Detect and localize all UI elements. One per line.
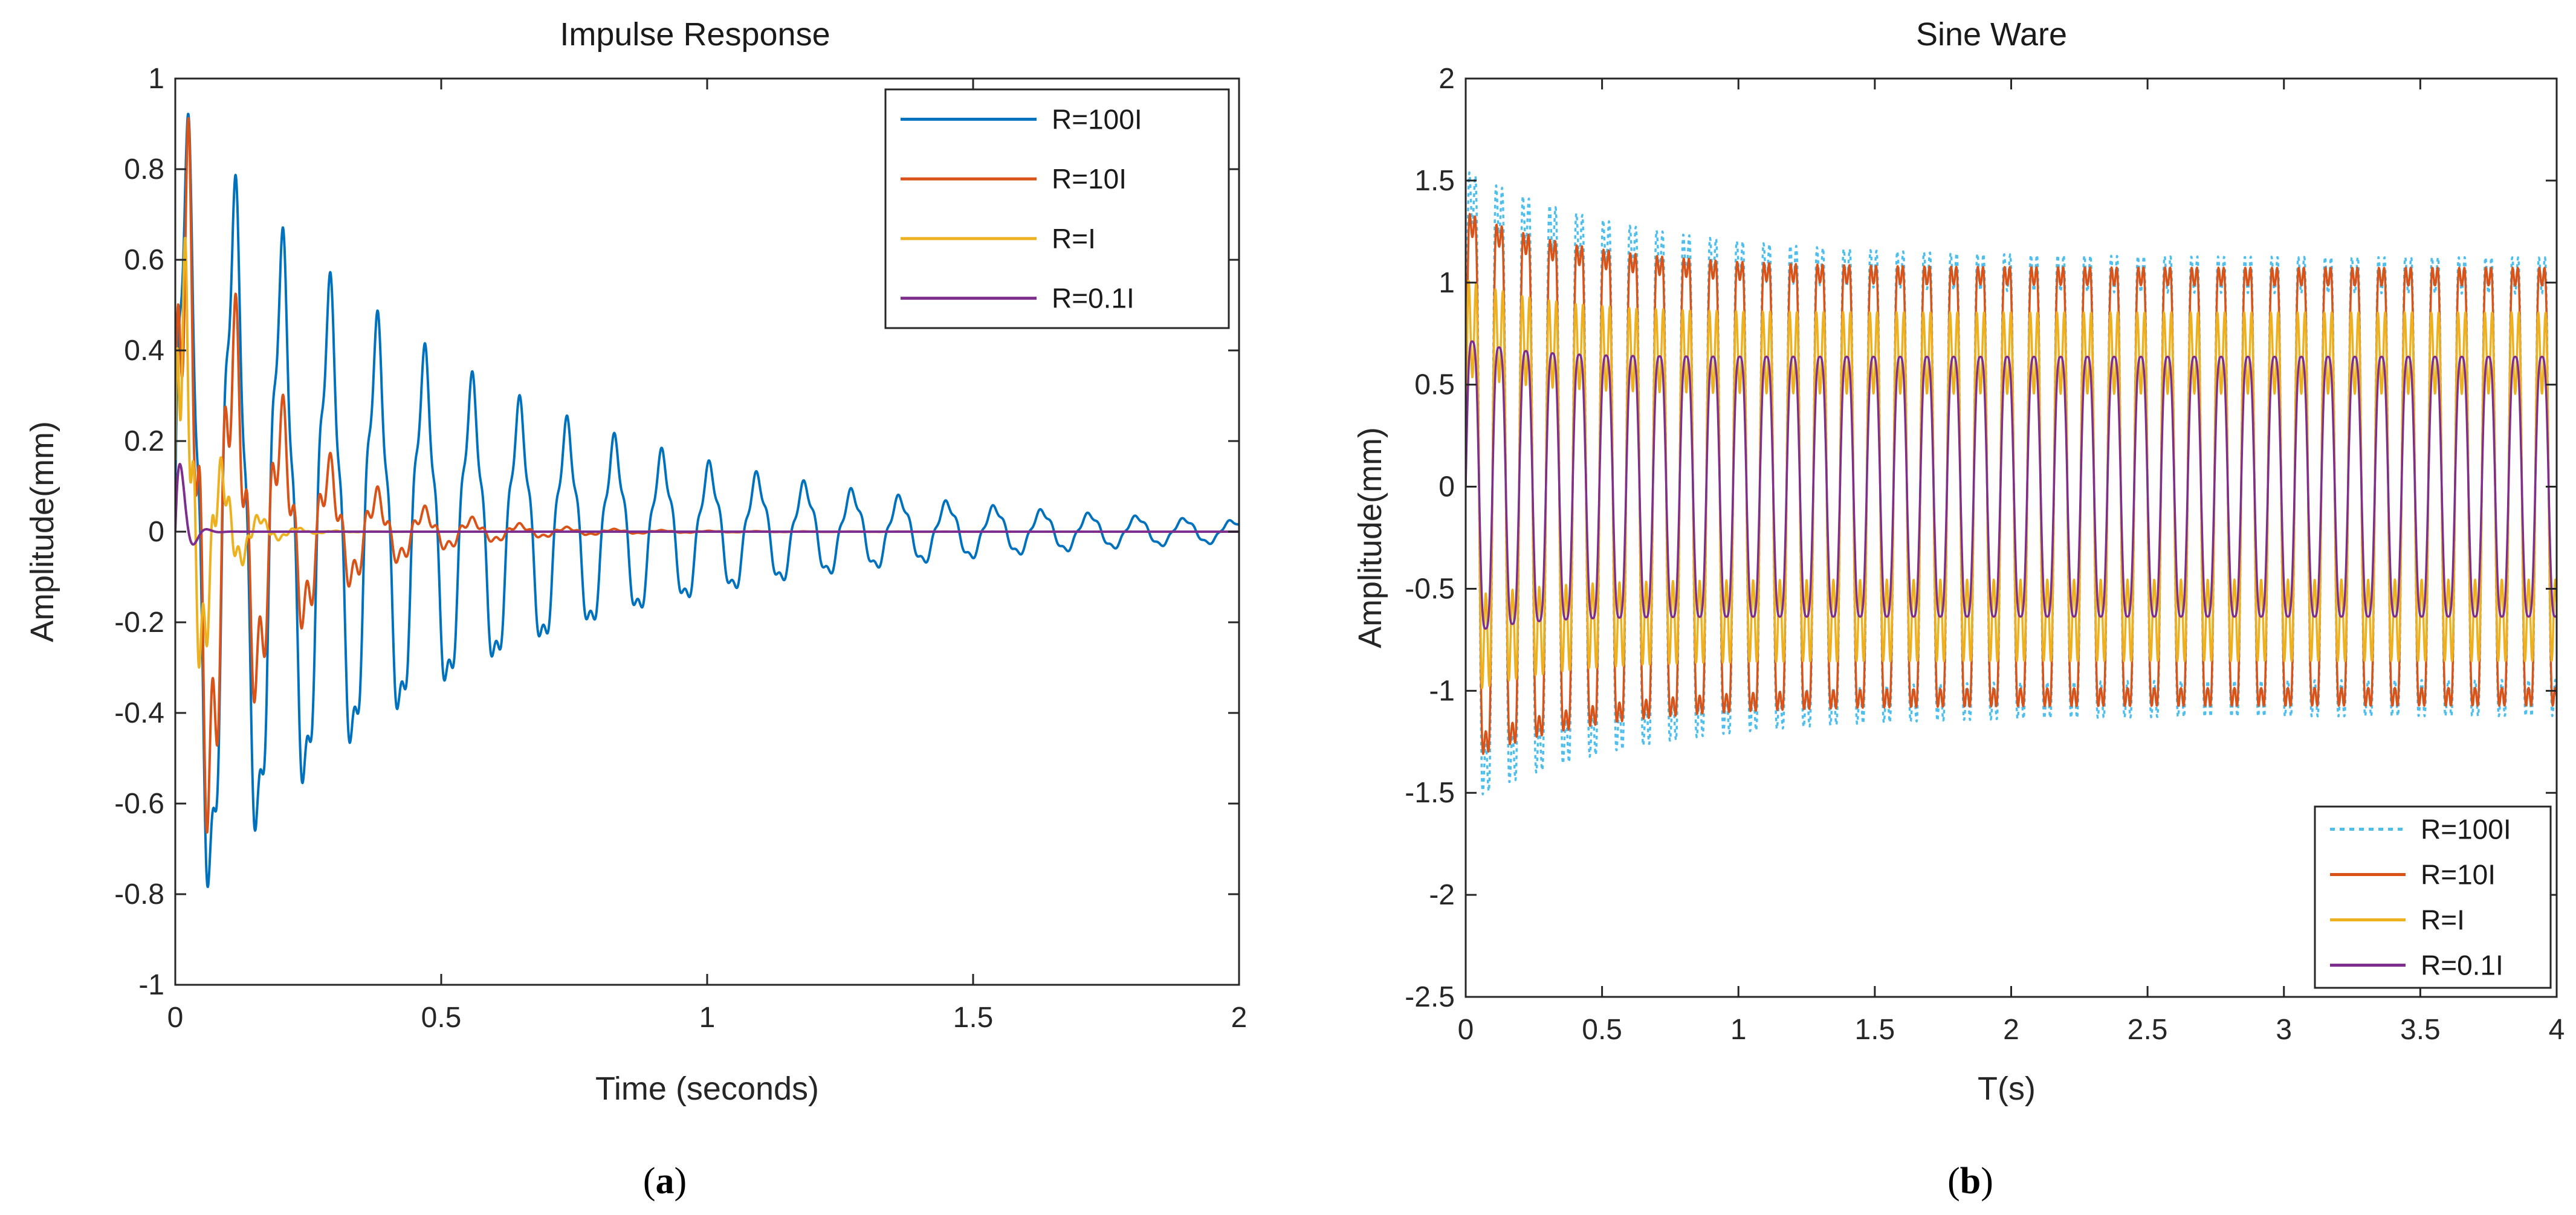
y-tick-label: 2 (1438, 63, 1455, 95)
legend: R=100I R=10I R=I R=0.1I (884, 88, 1230, 329)
x-axis-label: Time (seconds) (595, 1071, 819, 1107)
y-axis-label: Amplitude(mm) (24, 421, 60, 642)
legend-box (884, 88, 1230, 329)
y-tick-label: -0.6 (114, 788, 164, 820)
y-tick-label: 1 (148, 63, 164, 95)
series-line-r-100i (175, 112, 1239, 888)
y-tick-label: 1 (1438, 267, 1455, 299)
chart-title: Sine Ware (1916, 16, 2067, 53)
x-tick-label: 0 (167, 1002, 184, 1034)
y-tick-label: 0.2 (124, 425, 164, 457)
y-tick-label: 0.8 (124, 153, 164, 185)
x-tick-label: 0.5 (1582, 1014, 1622, 1046)
x-tick-label: 2 (2003, 1014, 2019, 1046)
sine-wave-panel: Sine Ware 0 0.5 1 1.5 2 2.5 3 3.5 4 -2.5 -2 -1.5 -1 -… (1352, 16, 2565, 1202)
y-tick-label: -1 (138, 969, 164, 1001)
y-tick-label: -1.5 (1405, 777, 1455, 809)
series-line-r-0-1i (1466, 340, 2557, 630)
y-axis-label: Amplitude(mm) (1352, 427, 1388, 648)
panel-caption: (a) (643, 1161, 687, 1202)
legend-entry: R=10I (1052, 163, 1127, 195)
y-tick-label: -2 (1429, 879, 1455, 911)
legend-entry: R=100I (1052, 103, 1142, 135)
y-tick-label: 0.4 (124, 335, 164, 367)
x-tick-label: 0 (1458, 1014, 1474, 1046)
x-tick-label: 1.5 (1855, 1014, 1895, 1046)
series-line-r-0-1i (175, 463, 1239, 546)
y-tick-label: 0 (1438, 471, 1455, 503)
axis-ticks: 0 0.5 1 1.5 2 2.5 3 3.5 4 -2.5 -2 -1.5 -1 -0.5 0 0.5 1 1.… (1405, 63, 2565, 1046)
y-tick-label: 0 (148, 516, 164, 548)
x-tick-label: 3.5 (2400, 1014, 2441, 1046)
x-tick-label: 1 (699, 1002, 716, 1034)
legend-entry: R=0.1I (2421, 950, 2503, 981)
legend-entry: R=I (1052, 223, 1096, 254)
impulse-response-panel: Impulse Response 0 0.5 1 1.5 2 -1 -0.8 -0.6 -0.4… (24, 16, 1247, 1202)
x-tick-label: 2.5 (2128, 1014, 2168, 1046)
y-tick-label: 1.5 (1414, 165, 1455, 197)
legend-entry: R=10I (2421, 859, 2496, 891)
y-tick-label: 0.5 (1414, 369, 1455, 401)
y-tick-label: 0.6 (124, 244, 164, 276)
x-tick-label: 1.5 (953, 1002, 994, 1034)
x-tick-label: 3 (2276, 1014, 2292, 1046)
y-tick-label: -0.2 (114, 607, 164, 639)
y-tick-label: -2.5 (1405, 981, 1455, 1013)
y-tick-label: -1 (1429, 675, 1455, 707)
x-tick-label: 1 (1730, 1014, 1747, 1046)
axis-ticks: 0 0.5 1 1.5 2 -1 -0.8 -0.6 -0.4 -0.2 0 0.2 0.4 0.6 0.8… (114, 63, 1247, 1034)
y-tick-label: -0.5 (1405, 573, 1455, 605)
series-line-r-10i (1466, 213, 2557, 755)
panel-caption: (b) (1947, 1161, 1993, 1202)
x-tick-label: 4 (2549, 1014, 2565, 1046)
plot-area (175, 112, 1239, 888)
plot-area (1466, 171, 2557, 796)
x-axis-label: T(s) (1978, 1071, 2036, 1107)
legend-entry: R=0.1I (1052, 283, 1134, 314)
y-tick-label: -0.4 (114, 697, 164, 729)
legend-entry: R=100I (2421, 814, 2511, 845)
x-tick-label: 2 (1231, 1002, 1248, 1034)
series-line-r-i (1466, 280, 2557, 689)
legend-entry: R=I (2421, 904, 2465, 936)
legend-box (2314, 805, 2552, 989)
legend: R=100I R=10I R=I R=0.1I (2314, 805, 2552, 989)
chart-title: Impulse Response (560, 16, 830, 53)
x-tick-label: 0.5 (421, 1002, 462, 1034)
y-tick-label: -0.8 (114, 878, 164, 910)
